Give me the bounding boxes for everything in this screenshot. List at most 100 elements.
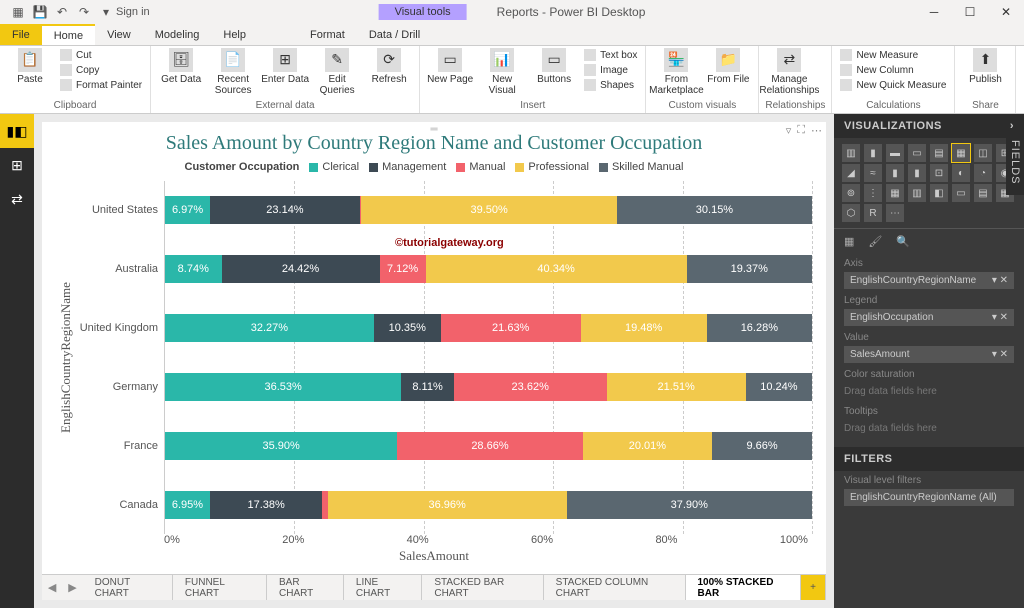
qat-dropdown-icon[interactable]: ▾ — [96, 2, 116, 22]
bar-row[interactable]: 35.90%28.66%20.01%9.66% — [165, 432, 812, 460]
text-box-button[interactable]: Text box — [582, 48, 639, 62]
viz-type-icon[interactable]: ▮ — [886, 164, 904, 182]
data-view-button[interactable]: ⊞ — [0, 148, 34, 182]
filter-pill[interactable]: EnglishCountryRegionName (All) — [844, 489, 1014, 506]
page-tab[interactable]: DONUT CHART — [83, 575, 173, 600]
report-view-button[interactable]: ▮◧ — [0, 114, 34, 148]
viz-type-icon[interactable]: ▦ — [886, 184, 904, 202]
cut-button[interactable]: Cut — [58, 48, 144, 62]
bar-segment[interactable]: 21.63% — [441, 314, 581, 342]
bar-segment[interactable]: 16.28% — [707, 314, 812, 342]
menu-file[interactable]: File — [0, 24, 42, 45]
page-tab[interactable]: 100% STACKED BAR — [686, 575, 801, 600]
page-tab[interactable]: BAR CHART — [267, 575, 344, 600]
page-tab[interactable]: LINE CHART — [344, 575, 422, 600]
bar-segment[interactable]: 21.51% — [607, 373, 746, 401]
legend-item[interactable]: Management — [369, 161, 446, 173]
shapes-button[interactable]: Shapes — [582, 78, 639, 92]
page-tab[interactable]: STACKED COLUMN CHART — [544, 575, 686, 600]
filters-header[interactable]: FILTERS — [834, 447, 1024, 471]
viz-type-icon[interactable]: ⬡ — [842, 204, 860, 222]
save-icon[interactable]: 💾 — [30, 2, 50, 22]
bar-segment[interactable]: 8.74% — [165, 255, 222, 283]
menu-format[interactable]: Format — [298, 24, 357, 45]
app-icon[interactable]: ▦ — [8, 2, 28, 22]
legend-item[interactable]: Manual — [456, 161, 505, 173]
new-quick-measure-button[interactable]: New Quick Measure — [838, 78, 948, 92]
menu-data-drill[interactable]: Data / Drill — [357, 24, 432, 45]
menu-home[interactable]: Home — [42, 24, 95, 45]
bar-segment[interactable]: 10.24% — [746, 373, 812, 401]
legend-item[interactable]: Clerical — [309, 161, 359, 173]
value-field-pill[interactable]: SalesAmount▾ ✕ — [844, 346, 1014, 363]
viz-type-icon[interactable]: ▭ — [908, 144, 926, 162]
bar-segment[interactable]: 36.53% — [165, 373, 401, 401]
menu-help[interactable]: Help — [211, 24, 258, 45]
viz-type-icon[interactable]: ▤ — [930, 144, 948, 162]
bar-segment[interactable]: 37.90% — [567, 491, 812, 519]
image-button[interactable]: Image — [582, 63, 639, 77]
bar-segment[interactable]: 40.34% — [426, 255, 687, 283]
bar-segment[interactable]: 8.11% — [401, 373, 453, 401]
focus-icon[interactable]: ⛶ — [797, 124, 805, 137]
bar-segment[interactable]: 30.15% — [617, 196, 812, 224]
edit-queries-button[interactable]: ✎Edit Queries — [313, 48, 361, 96]
bar-row[interactable]: 32.27%10.35%21.63%19.48%16.28% — [165, 314, 812, 342]
new-page-button[interactable]: ▭New Page — [426, 48, 474, 85]
viz-type-icon[interactable]: ⊡ — [930, 164, 948, 182]
bar-segment[interactable]: 24.42% — [222, 255, 380, 283]
viz-type-icon[interactable]: ⊚ — [842, 184, 860, 202]
legend-item[interactable]: Skilled Manual — [599, 161, 684, 173]
bar-row[interactable]: 36.53%8.11%23.62%21.51%10.24% — [165, 373, 812, 401]
bar-row[interactable]: 6.95%17.38%36.96%37.90% — [165, 491, 812, 519]
viz-type-icon[interactable]: ◢ — [842, 164, 860, 182]
bar-segment[interactable]: 9.66% — [712, 432, 812, 460]
page-tab[interactable]: STACKED BAR CHART — [422, 575, 543, 600]
menu-modeling[interactable]: Modeling — [143, 24, 212, 45]
format-tab-icon[interactable]: 🖌 — [868, 235, 882, 248]
close-button[interactable]: ✕ — [988, 0, 1024, 24]
redo-icon[interactable]: ↷ — [74, 2, 94, 22]
chart-visual[interactable]: ═ ▿ ⛶ ⋯ Sales Amount by Country Region N… — [42, 122, 826, 574]
bar-segment[interactable]: 28.66% — [397, 432, 582, 460]
legend-item[interactable]: Professional — [515, 161, 589, 173]
viz-type-icon[interactable]: ≈ — [864, 164, 882, 182]
copy-button[interactable]: Copy — [58, 63, 144, 77]
bar-row[interactable]: 8.74%24.42%7.12%40.34%19.37% — [165, 255, 812, 283]
fields-pane-collapsed[interactable]: FIELDS — [1006, 130, 1024, 195]
bar-segment[interactable]: 6.97% — [165, 196, 210, 224]
bar-segment[interactable]: 20.01% — [583, 432, 712, 460]
viz-type-icon[interactable]: ▬ — [886, 144, 904, 162]
get-data-button[interactable]: 🗄Get Data — [157, 48, 205, 85]
fields-tab-icon[interactable]: ▦ — [844, 235, 854, 248]
bar-segment[interactable]: 23.62% — [454, 373, 607, 401]
recent-sources-button[interactable]: 📄Recent Sources — [209, 48, 257, 96]
from-marketplace-button[interactable]: 🏪From Marketplace — [652, 48, 700, 96]
viz-type-icon[interactable]: ▮ — [864, 144, 882, 162]
enter-data-button[interactable]: ⊞Enter Data — [261, 48, 309, 85]
tooltips-drop-zone[interactable]: Drag data fields here — [844, 420, 1014, 437]
viz-type-icon[interactable]: ◧ — [930, 184, 948, 202]
viz-type-icon[interactable]: ◐ — [952, 164, 970, 182]
sign-in-link[interactable]: Sign in — [116, 6, 150, 18]
new-column-button[interactable]: New Column — [838, 63, 948, 77]
bar-segment[interactable]: 6.95% — [165, 491, 210, 519]
bar-segment[interactable]: 23.14% — [210, 196, 360, 224]
tab-scroll-left[interactable]: ◀ — [42, 581, 62, 594]
viz-type-icon[interactable]: ▤ — [974, 184, 992, 202]
viz-type-icon[interactable]: ⋯ — [886, 204, 904, 222]
minimize-button[interactable]: ─ — [916, 0, 952, 24]
bar-segment[interactable]: 7.12% — [380, 255, 426, 283]
bar-segment[interactable]: 35.90% — [165, 432, 397, 460]
analytics-tab-icon[interactable]: 🔍 — [896, 235, 910, 248]
undo-icon[interactable]: ↶ — [52, 2, 72, 22]
page-tab[interactable]: FUNNEL CHART — [173, 575, 267, 600]
viz-type-icon[interactable]: ▮ — [908, 164, 926, 182]
viz-type-icon[interactable]: ◫ — [974, 144, 992, 162]
bar-segment[interactable]: 32.27% — [165, 314, 374, 342]
bar-segment[interactable]: 36.96% — [328, 491, 567, 519]
legend-field-pill[interactable]: EnglishOccupation▾ ✕ — [844, 309, 1014, 326]
from-file-button[interactable]: 📁From File — [704, 48, 752, 85]
more-icon[interactable]: ⋯ — [811, 124, 822, 137]
bar-segment[interactable]: 19.48% — [581, 314, 707, 342]
